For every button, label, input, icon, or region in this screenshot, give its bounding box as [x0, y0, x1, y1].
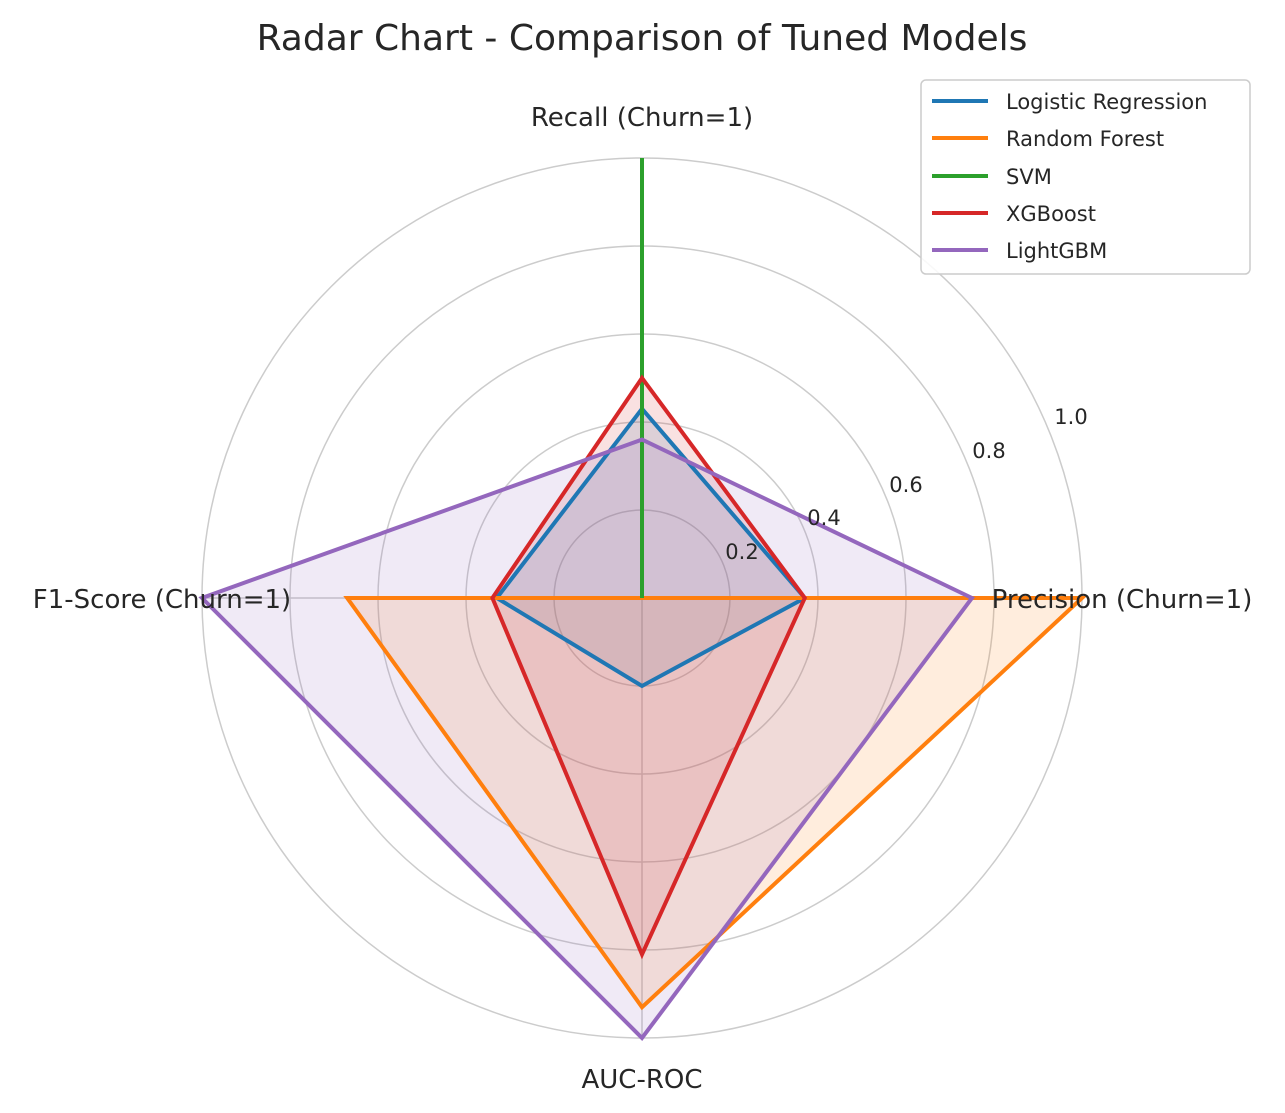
axis-label-recall: Recall (Churn=1)	[531, 103, 753, 133]
legend-box	[920, 79, 1251, 275]
tick-label-0-4: 0.4	[807, 506, 840, 530]
radial-tick-labels: 0.2 0.4 0.6 0.8 1.0	[725, 405, 1087, 564]
series-fills	[202, 378, 1082, 1039]
series-fill-random-forest	[347, 598, 1082, 1008]
axis-labels: Precision (Churn=1) Recall (Churn=1) F1-…	[33, 103, 1253, 1095]
series-fill-lightgbm	[202, 439, 972, 1039]
tick-label-0-6: 0.6	[889, 473, 922, 497]
legend-label-logistic-regression: Logistic Regression	[1006, 90, 1207, 114]
tick-label-0-2: 0.2	[725, 540, 758, 564]
series-line-lightgbm	[198, 437, 976, 1042]
legend-label-random-forest: Random Forest	[1006, 127, 1164, 151]
legend: Logistic Regression Random Forest SVM XG…	[920, 79, 1251, 275]
series-lines	[198, 158, 1088, 1042]
series-line-random-forest	[343, 596, 1088, 1011]
axis-label-auc-roc: AUC-ROC	[581, 1065, 702, 1095]
legend-label-lightgbm: LightGBM	[1006, 239, 1107, 263]
chart-title: Radar Chart - Comparison of Tuned Models	[257, 18, 1028, 59]
series-line-xgboost	[490, 374, 808, 960]
series-fill-logistic-regression	[496, 408, 805, 686]
axis-label-precision: Precision (Churn=1)	[992, 585, 1253, 615]
tick-label-1-0: 1.0	[1054, 405, 1087, 429]
axis-label-f1-score: F1-Score (Churn=1)	[33, 585, 291, 615]
tick-label-0-8: 0.8	[972, 439, 1005, 463]
series-fill-xgboost	[492, 378, 805, 955]
legend-label-svm: SVM	[1006, 165, 1052, 189]
legend-label-xgboost: XGBoost	[1006, 202, 1096, 226]
